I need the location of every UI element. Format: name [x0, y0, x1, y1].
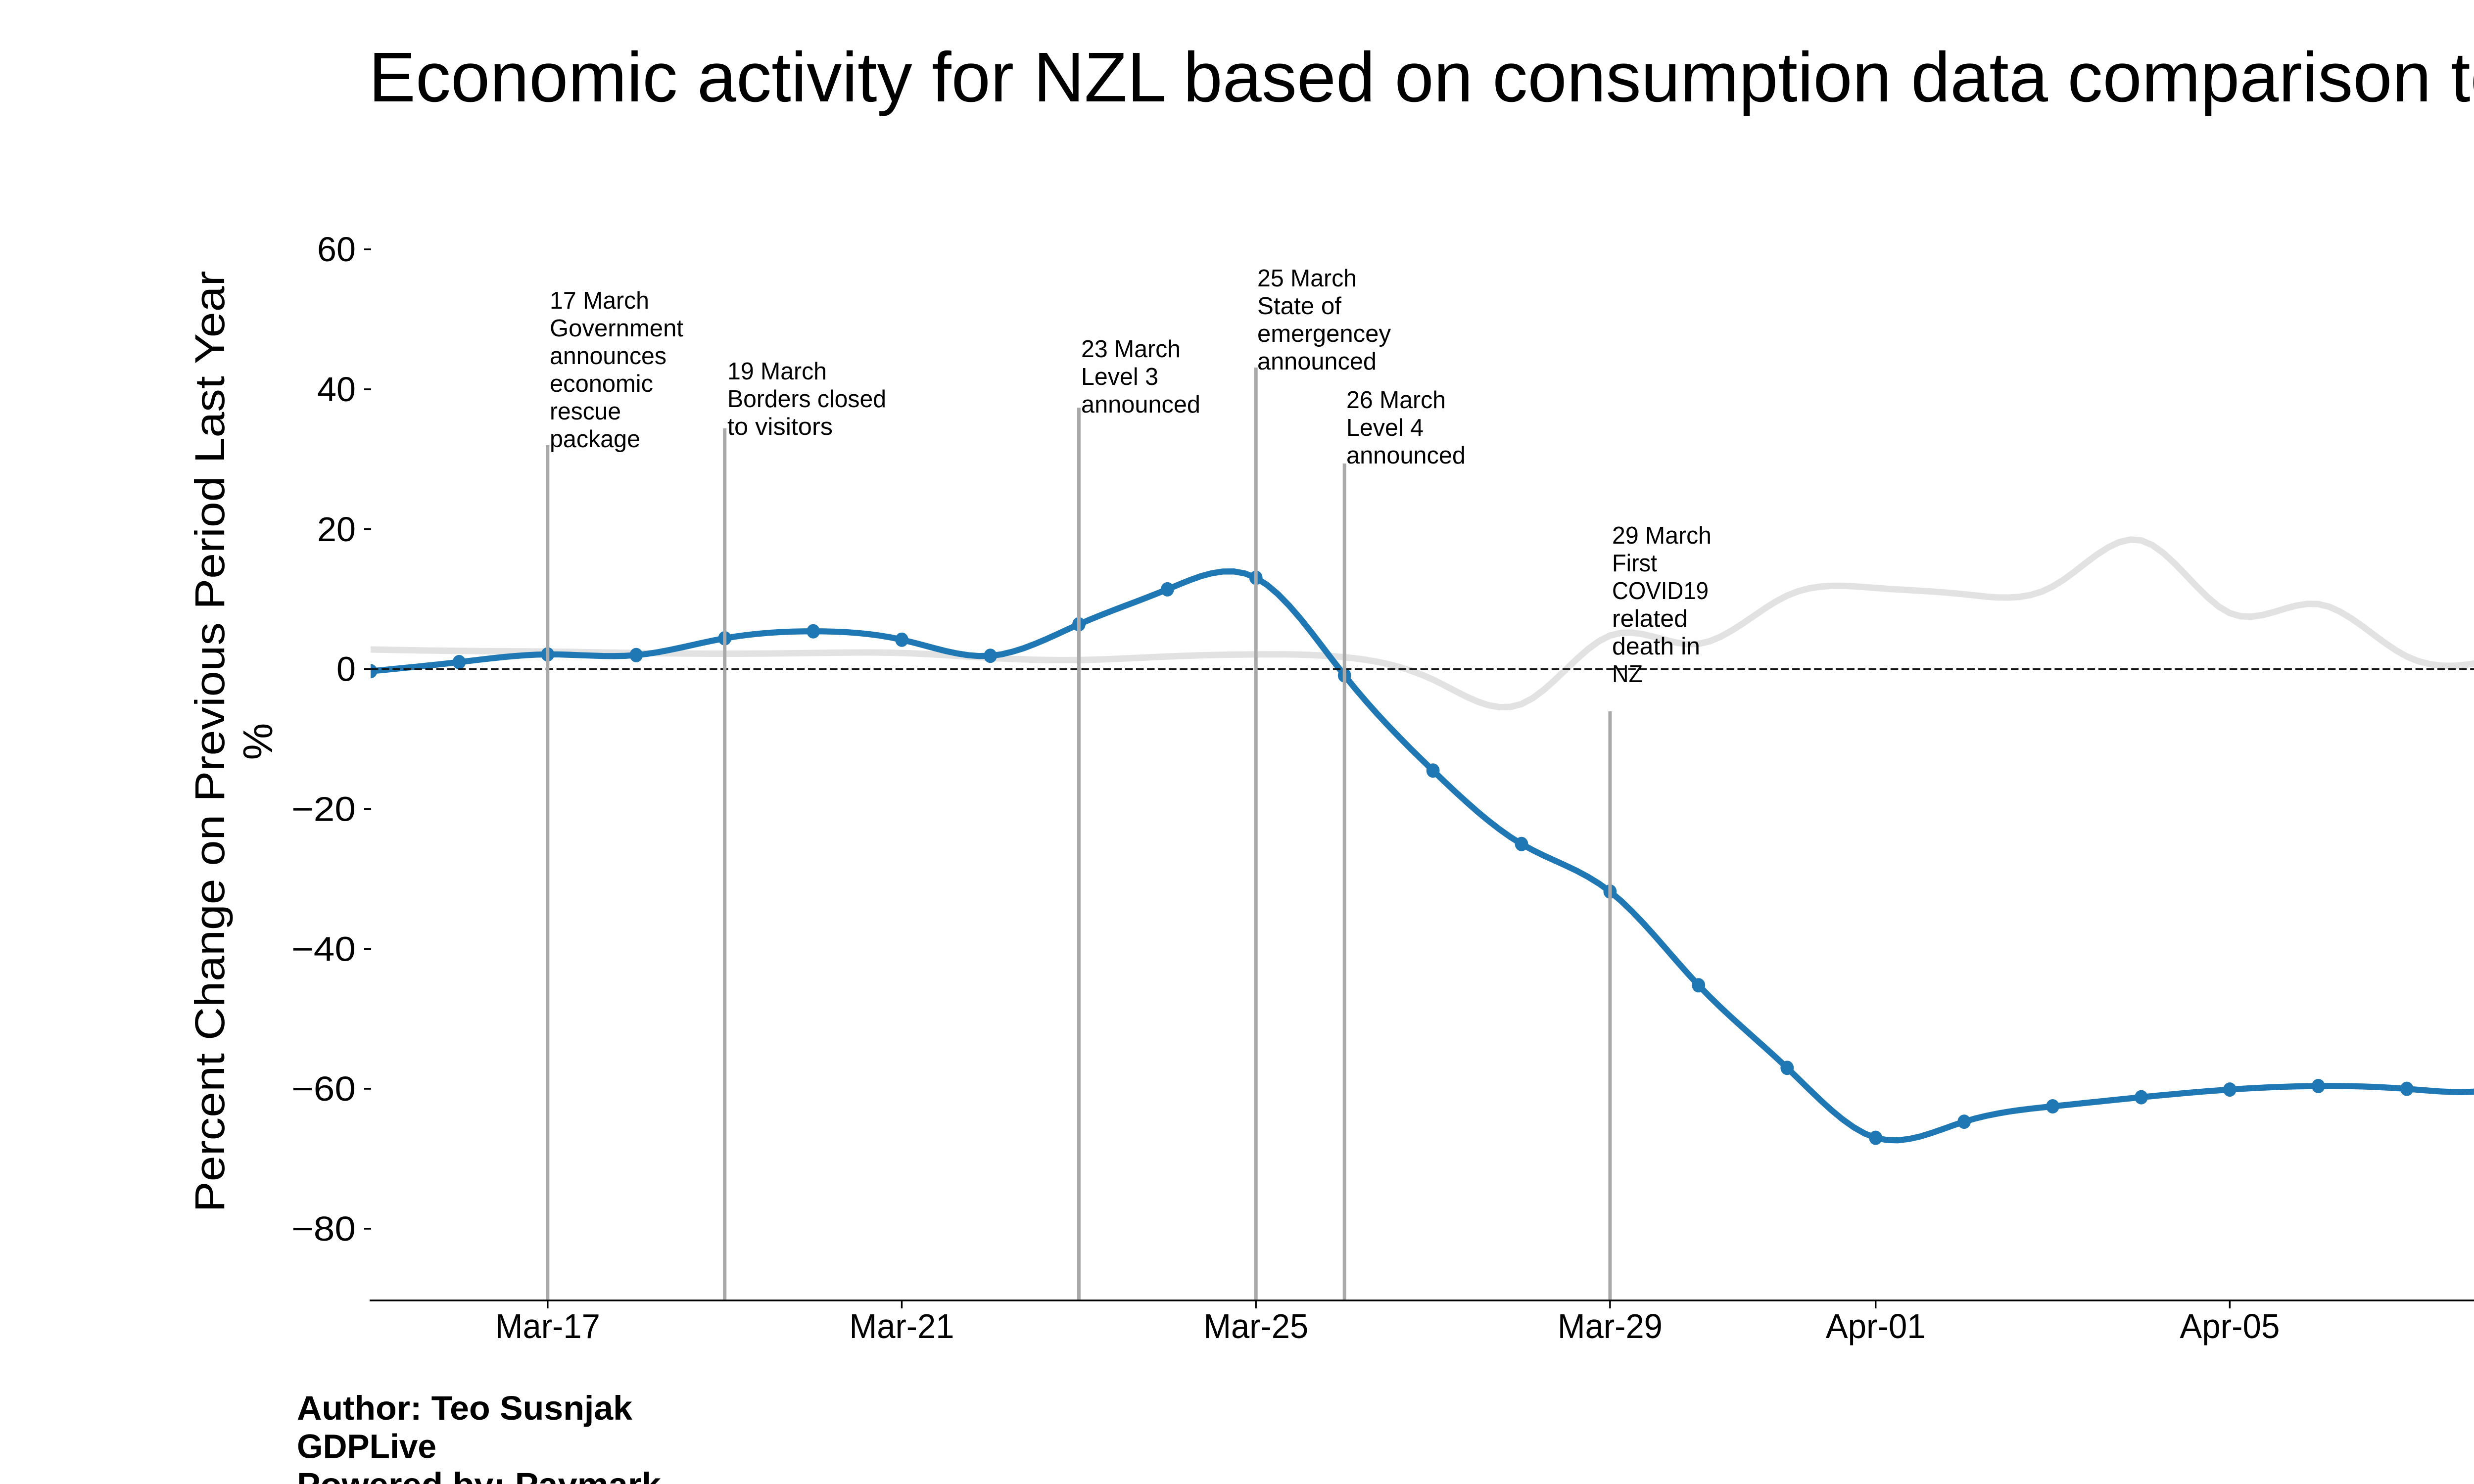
- svg-text:Mar-21: Mar-21: [850, 1307, 954, 1345]
- svg-text:Level 3: Level 3: [1081, 363, 1158, 390]
- svg-text:40: 40: [317, 370, 356, 409]
- svg-text:emergencey: emergencey: [1257, 320, 1391, 347]
- svg-text:announced: announced: [1257, 348, 1377, 375]
- svg-text:death in: death in: [1612, 633, 1700, 660]
- svg-text:Government: Government: [550, 315, 683, 342]
- svg-text:package: package: [550, 425, 640, 453]
- svg-text:announced: announced: [1081, 391, 1200, 418]
- svg-text:26 March: 26 March: [1346, 386, 1446, 414]
- svg-text:Mar-29: Mar-29: [1558, 1307, 1663, 1345]
- svg-text:−20: −20: [291, 789, 356, 828]
- svg-text:economic: economic: [550, 370, 653, 397]
- svg-text:Apr-01: Apr-01: [1826, 1307, 1926, 1345]
- svg-text:−60: −60: [291, 1069, 356, 1108]
- svg-text:%: %: [235, 723, 281, 760]
- svg-text:to visitors: to visitors: [727, 413, 833, 440]
- svg-text:related: related: [1612, 605, 1688, 632]
- svg-text:Author: Teo Susnjak: Author: Teo Susnjak: [297, 1389, 633, 1427]
- svg-text:GDPLive: GDPLive: [297, 1428, 436, 1466]
- svg-text:0: 0: [336, 650, 356, 689]
- svg-text:rescue: rescue: [550, 398, 621, 425]
- svg-text:State of: State of: [1257, 292, 1341, 320]
- svg-text:Powered by: Paymark: Powered by: Paymark: [297, 1466, 662, 1484]
- svg-text:NZ: NZ: [1612, 660, 1643, 688]
- svg-text:−80: −80: [291, 1209, 356, 1248]
- svg-text:Apr-05: Apr-05: [2180, 1307, 2280, 1345]
- svg-text:60: 60: [317, 230, 356, 269]
- svg-text:COVID19: COVID19: [1612, 577, 1709, 604]
- svg-text:Borders closed: Borders closed: [727, 385, 886, 413]
- svg-text:Economic activity for NZL base: Economic activity for NZL based on consu…: [369, 38, 2474, 117]
- svg-text:20: 20: [317, 510, 356, 549]
- svg-text:announces: announces: [550, 342, 666, 370]
- svg-text:17 March: 17 March: [550, 287, 649, 314]
- svg-text:25 March: 25 March: [1257, 265, 1357, 292]
- svg-text:19 March: 19 March: [727, 358, 827, 385]
- svg-text:Level 4: Level 4: [1346, 414, 1424, 441]
- svg-text:−40: −40: [291, 929, 356, 968]
- svg-text:23 March: 23 March: [1081, 335, 1181, 363]
- svg-text:Mar-17: Mar-17: [495, 1307, 600, 1345]
- svg-text:Mar-25: Mar-25: [1203, 1307, 1308, 1345]
- svg-text:announced: announced: [1346, 442, 1466, 469]
- svg-text:Percent Change on Previous Per: Percent Change on Previous Period Last Y…: [187, 271, 233, 1212]
- svg-text:29 March: 29 March: [1612, 522, 1712, 549]
- svg-text:First: First: [1612, 550, 1657, 577]
